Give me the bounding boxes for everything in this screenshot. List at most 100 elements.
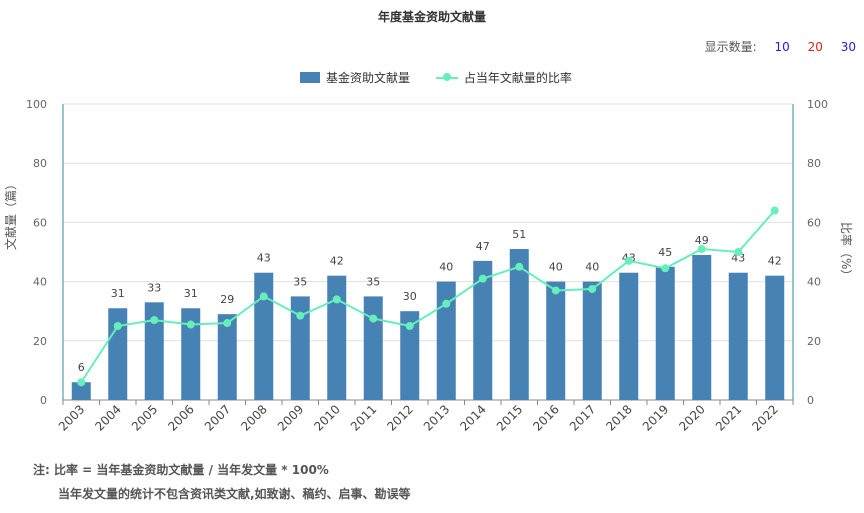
x-tick-label: 2008 xyxy=(238,402,269,433)
x-tick-label: 2016 xyxy=(530,402,561,433)
bar-data-label: 31 xyxy=(184,287,198,300)
ratio-point xyxy=(770,206,779,215)
bar xyxy=(290,296,310,400)
bar-data-label: 51 xyxy=(512,228,526,241)
bar xyxy=(363,296,383,400)
bar-data-label: 40 xyxy=(585,261,599,274)
x-tick-label: 2022 xyxy=(749,402,780,433)
x-tick-label: 2010 xyxy=(311,402,342,433)
bar xyxy=(108,308,128,400)
bar xyxy=(217,314,237,400)
bar-data-label: 29 xyxy=(220,293,234,306)
ratio-point xyxy=(478,274,487,283)
ratio-point xyxy=(150,316,159,325)
y-tick-label-right: 20 xyxy=(807,335,821,348)
x-tick-label: 2009 xyxy=(275,402,306,433)
note-ratio-formula: 注: 比率 = 当年基金资助文献量 / 当年发文量 * 100% xyxy=(33,463,329,477)
ratio-point xyxy=(77,378,86,387)
x-tick-label: 2020 xyxy=(676,402,707,433)
x-tick-label: 2011 xyxy=(348,402,379,433)
ratio-line xyxy=(80,209,776,383)
y-tick-label-right: 100 xyxy=(807,98,828,111)
bar-data-label: 40 xyxy=(549,261,563,274)
bar xyxy=(546,281,566,400)
ratio-point xyxy=(405,322,414,330)
y-tick-label-left: 0 xyxy=(40,394,47,407)
count-option-10[interactable]: 10 xyxy=(774,40,790,54)
legend-line-label: 占当年文献量的比率 xyxy=(463,71,572,85)
bar xyxy=(692,254,712,400)
chart-title: 年度基金资助文献量 xyxy=(377,10,486,24)
bar-data-label: 40 xyxy=(439,261,453,274)
ratio-point xyxy=(588,285,597,293)
bar xyxy=(473,260,493,400)
bar xyxy=(582,281,602,400)
x-tick-label: 2006 xyxy=(165,402,196,433)
bar xyxy=(71,382,91,400)
ratio-point xyxy=(734,248,743,256)
bar-data-label: 6 xyxy=(78,361,85,374)
ratio-point xyxy=(551,286,560,295)
bar-data-label: 42 xyxy=(768,255,782,268)
ratio-point xyxy=(369,314,378,323)
bar-data-label: 49 xyxy=(695,234,709,247)
bar-data-label: 31 xyxy=(111,287,125,300)
bar-data-label: 30 xyxy=(403,290,417,303)
x-tick-label: 2014 xyxy=(457,402,488,433)
bar-data-label: 43 xyxy=(731,252,745,265)
ratio-point xyxy=(697,245,706,254)
bar xyxy=(728,272,748,400)
y-tick-label-left: 100 xyxy=(26,98,47,111)
display-count-label: 显示数量: xyxy=(704,40,757,54)
ratio-point xyxy=(186,320,195,329)
legend-line-swatch xyxy=(435,72,458,83)
ratio-point xyxy=(296,311,305,320)
bar xyxy=(327,275,347,400)
legend-bar-swatch xyxy=(300,72,320,83)
ratio-point xyxy=(259,292,268,301)
y-tick-label-right: 60 xyxy=(807,216,821,229)
note-exclusion: 当年发文量的统计不包含资讯类文献,如致谢、稿约、启事、勘误等 xyxy=(58,487,411,501)
bar xyxy=(144,302,164,400)
x-tick-label: 2003 xyxy=(56,402,87,433)
legend-item-bar[interactable]: 基金资助文献量 xyxy=(300,69,410,86)
bar xyxy=(619,272,639,400)
legend-bar-label: 基金资助文献量 xyxy=(326,71,411,85)
y-tick-label-right: 80 xyxy=(807,157,821,170)
x-tick-label: 2019 xyxy=(640,402,671,433)
count-option-20[interactable]: 20 xyxy=(807,40,823,54)
ratio-point xyxy=(442,299,451,308)
bar xyxy=(181,308,201,400)
count-option-30[interactable]: 30 xyxy=(840,40,856,54)
legend-item-line[interactable]: 占当年文献量的比率 xyxy=(435,69,572,86)
y-tick-label-right: 40 xyxy=(807,276,821,289)
bar xyxy=(509,249,529,400)
x-tick-label: 2015 xyxy=(494,402,525,433)
bar-data-label: 42 xyxy=(330,255,344,268)
bar xyxy=(655,266,675,400)
bar xyxy=(400,311,420,400)
ratio-point xyxy=(624,256,633,265)
chart-legend: 基金资助文献量 占当年文献量的比率 xyxy=(300,69,594,86)
bar-data-label: 45 xyxy=(658,246,672,259)
ratio-point xyxy=(332,295,341,304)
bar-data-label: 35 xyxy=(293,275,307,288)
x-tick-label: 2007 xyxy=(202,402,233,433)
x-tick-label: 2021 xyxy=(713,402,744,433)
ratio-point xyxy=(661,264,670,273)
x-tick-label: 2013 xyxy=(421,402,452,433)
x-tick-label: 2017 xyxy=(567,402,598,433)
ratio-point xyxy=(113,322,122,330)
x-tick-label: 2012 xyxy=(384,402,415,433)
ratio-point xyxy=(515,262,524,271)
y-tick-label-left: 60 xyxy=(33,216,47,229)
bar xyxy=(436,281,456,400)
bar-data-label: 47 xyxy=(476,240,490,253)
bar xyxy=(254,272,274,400)
bar-data-label: 33 xyxy=(147,281,161,294)
bar-data-label: 43 xyxy=(257,252,271,265)
y-tick-label-left: 20 xyxy=(33,335,47,348)
display-count-selector: 显示数量: 10 20 30 xyxy=(705,38,856,55)
x-tick-label: 2005 xyxy=(129,402,160,433)
